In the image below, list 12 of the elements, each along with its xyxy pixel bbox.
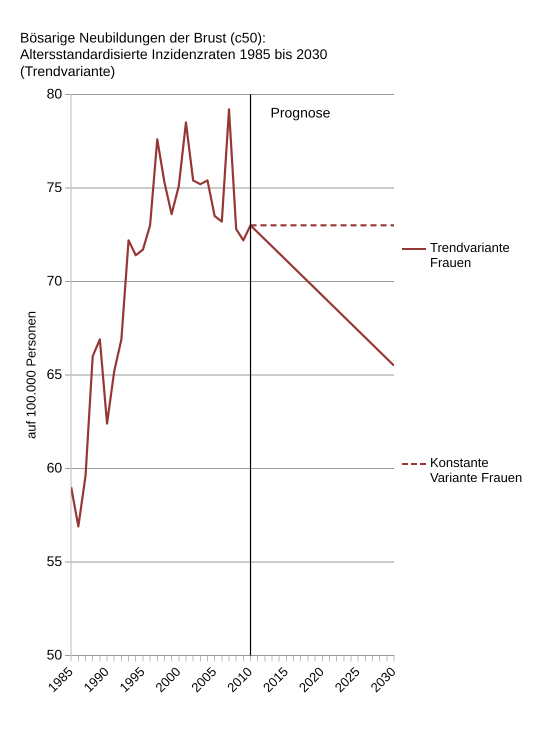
y-tick-label: 55 bbox=[46, 552, 62, 569]
y-tick-label: 80 bbox=[46, 85, 62, 102]
legend-label: Trendvariante Frauen bbox=[430, 240, 511, 270]
chart-title: Bösarige Neubildungen der Brust (c50): Altersstandardisierte Inzidenzraten 1985 bis 2030 (Trendvariante) bbox=[20, 29, 328, 79]
y-axis-title: auf 100.000 Personen bbox=[23, 310, 38, 439]
y-tick-label: 70 bbox=[46, 272, 62, 288]
y-tick-label: 50 bbox=[46, 646, 62, 662]
y-tick-label: 60 bbox=[46, 459, 62, 476]
y-tick-label: 65 bbox=[46, 366, 62, 382]
legend-label: Konstante Variante Frauen bbox=[430, 455, 524, 485]
y-tick-label: 75 bbox=[46, 178, 62, 195]
ref-line-label: Prognose bbox=[270, 104, 331, 120]
